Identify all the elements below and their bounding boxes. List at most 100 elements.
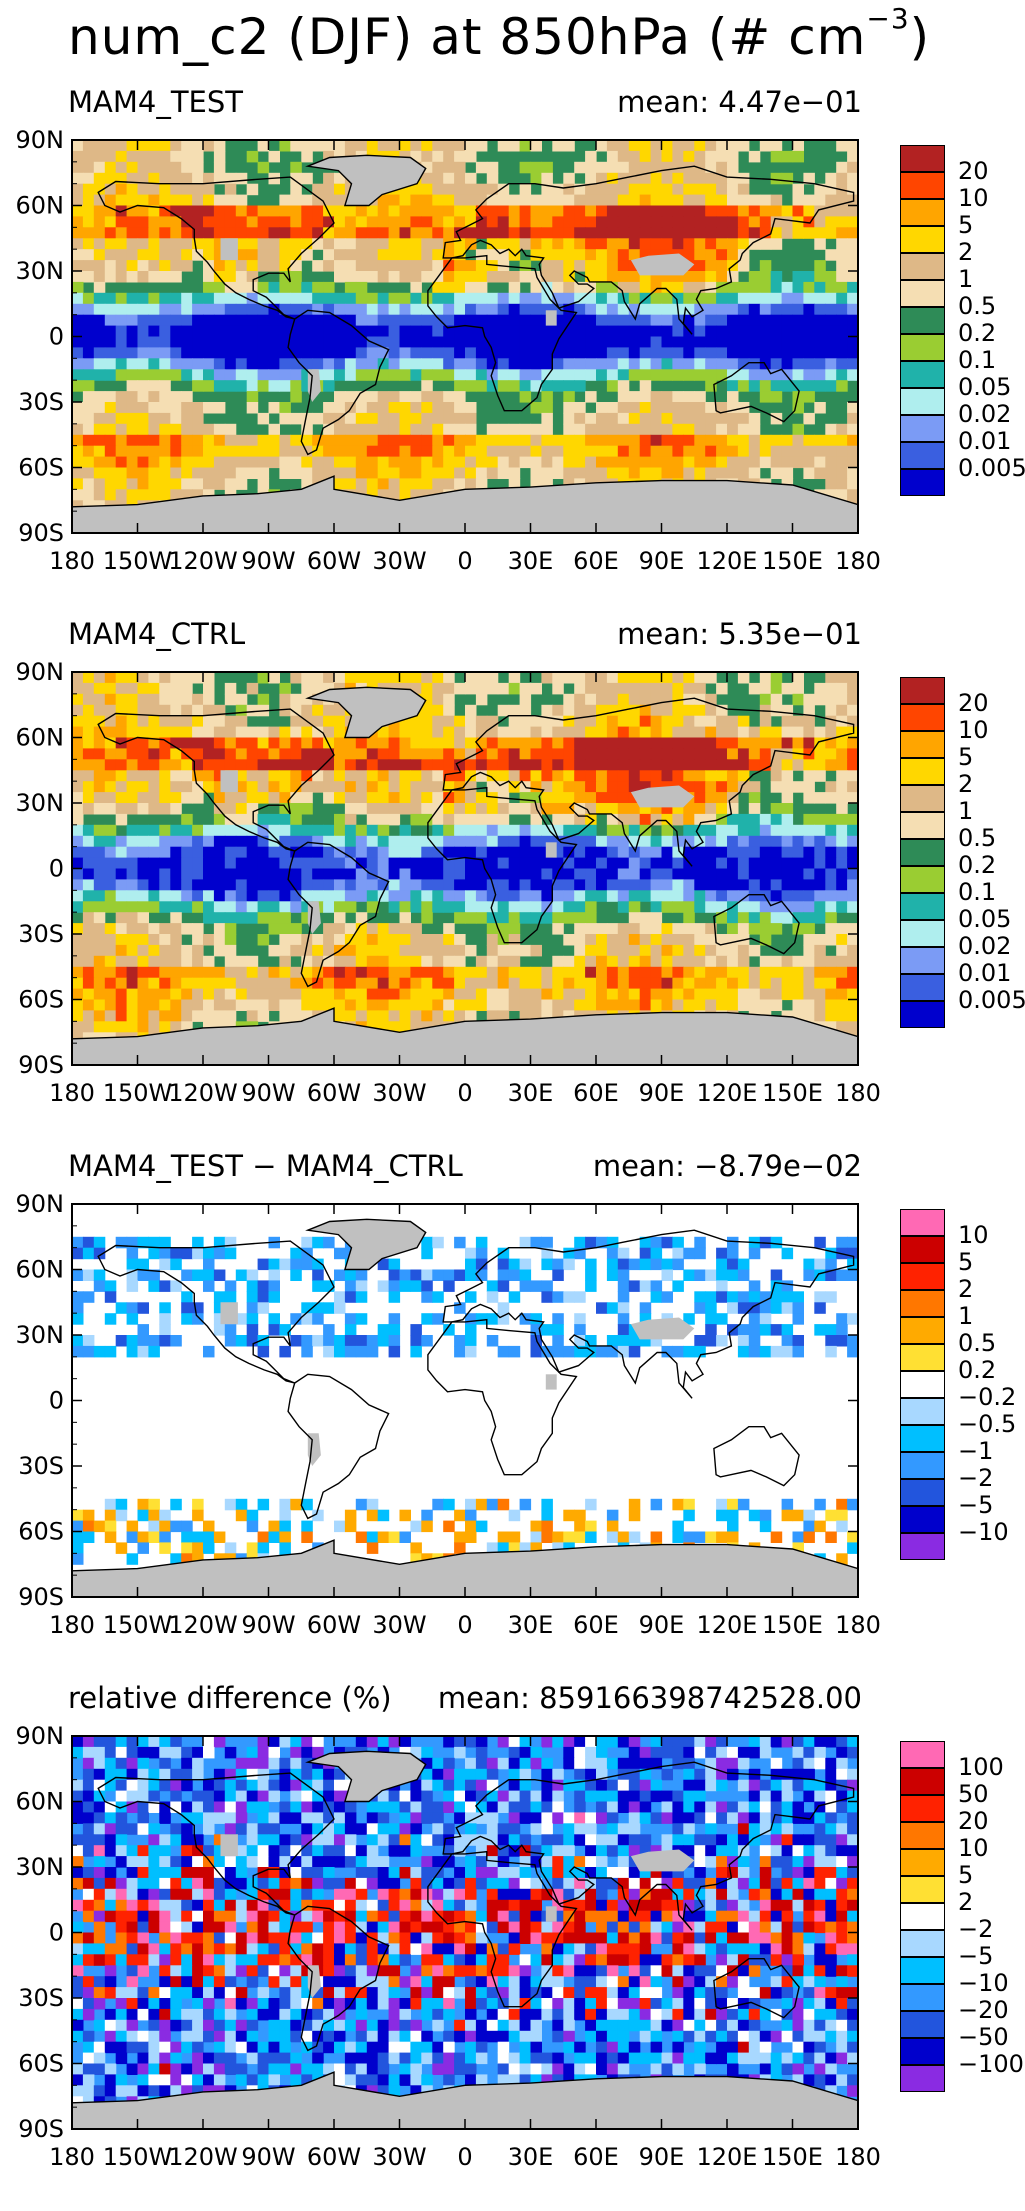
field-cell: [760, 989, 772, 1001]
field-cell: [771, 770, 783, 782]
field-cell: [258, 380, 270, 392]
field-cell: [509, 282, 521, 294]
field-cell: [716, 337, 728, 349]
field-cell: [531, 326, 543, 338]
field-cell: [269, 759, 281, 771]
field-cell: [836, 358, 848, 370]
field-cell: [727, 836, 739, 848]
field-cell: [596, 293, 608, 305]
field-cell: [410, 402, 422, 414]
field-cell: [793, 683, 805, 695]
field-cell: [793, 457, 805, 469]
field-cell: [662, 173, 674, 185]
field-cell: [640, 890, 652, 902]
colorbar-label: 0.005: [958, 454, 1025, 482]
field-cell: [454, 792, 466, 804]
field-cell: [138, 271, 150, 283]
field-cell: [618, 934, 630, 946]
field-cell: [847, 457, 859, 469]
field-cell: [607, 847, 619, 859]
field-cell: [563, 326, 575, 338]
lat-tick-label: 30N: [16, 789, 65, 817]
field-cell: [225, 216, 237, 228]
field-cell: [279, 901, 291, 913]
field-cell: [421, 1010, 433, 1022]
field-cell: [83, 347, 95, 359]
field-cell: [389, 1010, 401, 1022]
field-cell: [247, 271, 259, 283]
field-cell: [596, 847, 608, 859]
field-cell: [127, 967, 139, 979]
field-cell: [574, 347, 586, 359]
field-cell: [847, 173, 859, 185]
field-cell: [105, 901, 117, 913]
field-cell: [520, 945, 532, 957]
field-cell: [236, 468, 248, 480]
field-cell: [727, 315, 739, 327]
field-cell: [116, 923, 128, 935]
field-cell: [192, 716, 204, 728]
field-cell: [836, 293, 848, 305]
field-cell: [596, 402, 608, 414]
field-cell: [629, 1259, 641, 1271]
field-cell: [541, 238, 553, 250]
field-cell: [847, 446, 859, 458]
field-cell: [72, 770, 84, 782]
field-cell: [105, 271, 117, 283]
field-cell: [116, 803, 128, 815]
field-cell: [705, 173, 717, 185]
field-cell: [116, 869, 128, 881]
field-cell: [683, 934, 695, 946]
field-cell: [247, 391, 259, 403]
field-cell: [148, 792, 160, 804]
field-cell: [247, 978, 259, 990]
field-cell: [596, 890, 608, 902]
field-cell: [651, 326, 663, 338]
field-cell: [356, 457, 368, 469]
field-cell: [662, 435, 674, 447]
field-cell: [727, 140, 739, 152]
field-cell: [825, 825, 837, 837]
field-cell: [236, 173, 248, 185]
field-cell: [771, 956, 783, 968]
field-cell: [192, 413, 204, 425]
field-cell: [760, 457, 772, 469]
field-cell: [148, 271, 160, 283]
field-cell: [749, 945, 761, 957]
field-cell: [236, 326, 248, 338]
field-cell: [236, 727, 248, 739]
field-cell: [716, 293, 728, 305]
field-cell: [389, 781, 401, 793]
field-cell: [225, 694, 237, 706]
field-cell: [334, 238, 346, 250]
field-cell: [760, 271, 772, 283]
field-cell: [531, 347, 543, 359]
field-cell: [607, 206, 619, 218]
field-cell: [247, 358, 259, 370]
field-cell: [836, 694, 848, 706]
field-cell: [694, 759, 706, 771]
field-cell: [181, 825, 193, 837]
field-cell: [236, 435, 248, 447]
field-cell: [574, 923, 586, 935]
field-cell: [225, 858, 237, 870]
field-cell: [596, 945, 608, 957]
field-cell: [225, 380, 237, 392]
field-cell: [203, 901, 215, 913]
field-cell: [465, 402, 477, 414]
field-cell: [290, 271, 302, 283]
field-cell: [672, 140, 684, 152]
field-cell: [94, 391, 106, 403]
field-cell: [290, 967, 302, 979]
field-cell: [356, 446, 368, 458]
field-cell: [148, 457, 160, 469]
field-cell: [170, 672, 182, 684]
field-cell: [705, 792, 717, 804]
field-cell: [323, 869, 335, 881]
colorbar-label: 0.2: [958, 319, 996, 347]
field-cell: [443, 195, 455, 207]
field-cell: [236, 478, 248, 490]
field-cell: [279, 1010, 291, 1022]
field-cell: [290, 792, 302, 804]
field-cell: [290, 989, 302, 1001]
